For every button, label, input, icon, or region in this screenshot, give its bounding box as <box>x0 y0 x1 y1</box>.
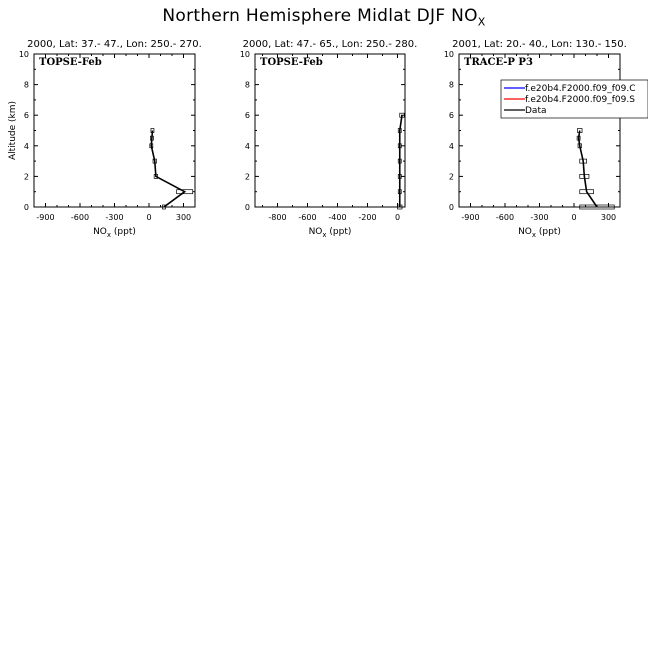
plot-frame <box>254 53 406 208</box>
legend-box <box>500 79 648 119</box>
plot-frame <box>458 53 621 208</box>
figure-title: Northern Hemisphere Midlat DJF NOX <box>162 6 486 29</box>
x-tick-label: -300 <box>105 213 123 222</box>
y-tick-label: 2 <box>449 172 454 181</box>
data-box <box>162 204 166 210</box>
panel-1: 2000, Lat: 37.- 47., Lon: 250.- 270. 0 2 4 6… <box>8 39 202 239</box>
data-box <box>579 204 615 210</box>
x-axis-label: NOx (ppt) <box>518 227 561 239</box>
y-tick-label: 0 <box>449 203 454 212</box>
data-box <box>577 128 583 133</box>
y-tick-label: 4 <box>245 142 250 151</box>
x-tick-label: -400 <box>328 213 346 222</box>
data-box <box>576 135 581 141</box>
campaign-label: TOPSE-Feb <box>260 57 323 68</box>
x-axis-label: NOx (ppt) <box>93 227 136 239</box>
legend-label: f.e20b4.F2000.f09_f09.C <box>525 84 636 94</box>
y-tick-label: 8 <box>24 81 29 90</box>
campaign-label: TRACE-P P3 <box>464 57 533 68</box>
panel-title: 2000, Lat: 47.- 65., Lon: 250.- 280. <box>243 39 418 50</box>
data-box <box>397 128 402 133</box>
data-box <box>397 204 403 210</box>
x-tick-label: -600 <box>298 213 316 222</box>
y-tick-label: 6 <box>24 111 29 120</box>
x-tick-label: -800 <box>268 213 286 222</box>
x-tick-label: 0 <box>146 213 151 222</box>
x-tick-label: -200 <box>358 213 376 222</box>
data-box <box>397 174 402 179</box>
y-tick-label: 10 <box>444 50 454 59</box>
y-axis-label: Altitude (km) <box>8 101 18 160</box>
panel-title: 2001, Lat: 20.- 40., Lon: 130.- 150. <box>452 39 627 50</box>
y-tick-label: 2 <box>24 172 29 181</box>
panel-2: 2000, Lat: 47.- 65., Lon: 250.- 280. 0 2 4 6… <box>240 39 418 239</box>
data-box <box>397 189 402 195</box>
y-tick-label: 6 <box>449 111 454 120</box>
y-tick-label: 0 <box>24 203 29 212</box>
y-tick-label: 0 <box>245 203 250 212</box>
data-box <box>149 143 154 149</box>
y-tick-label: 8 <box>449 81 454 90</box>
y-tick-label: 10 <box>240 50 250 59</box>
y-tick-label: 10 <box>19 50 29 59</box>
data-box <box>397 143 402 149</box>
x-tick-label: -300 <box>530 213 548 222</box>
data-box <box>150 135 154 141</box>
campaign-label: TOPSE-Feb <box>39 57 102 68</box>
data-line <box>577 130 598 208</box>
y-tick-label: 4 <box>449 142 454 151</box>
data-box <box>153 174 158 179</box>
x-tick-label: -600 <box>496 213 514 222</box>
data-box <box>577 143 582 149</box>
data-box <box>579 174 590 179</box>
panel-title: 2000, Lat: 37.- 47., Lon: 250.- 270. <box>27 39 202 50</box>
data-box <box>152 158 157 164</box>
data-line <box>398 115 403 207</box>
data-box <box>176 189 194 195</box>
data-box <box>579 158 588 164</box>
legend: f.e20b4.F2000.f09_f09.Cf.e20b4.F2000.f09… <box>500 79 648 119</box>
panel-3: 2001, Lat: 20.- 40., Lon: 130.- 150. 0 2 4 6… <box>444 39 648 239</box>
x-tick-label: 0 <box>395 213 400 222</box>
data-box <box>397 158 402 164</box>
data-box <box>579 189 594 195</box>
x-tick-label: -900 <box>36 213 54 222</box>
x-tick-label: -600 <box>71 213 89 222</box>
data-line <box>150 130 187 208</box>
legend-label: f.e20b4.F2000.f09_f09.S <box>525 95 635 105</box>
x-tick-label: 300 <box>176 213 191 222</box>
y-tick-label: 4 <box>24 142 29 151</box>
data-box <box>150 128 155 133</box>
x-tick-label: -900 <box>461 213 479 222</box>
legend-label: Data <box>525 106 547 116</box>
y-tick-label: 8 <box>245 81 250 90</box>
x-tick-label: 300 <box>601 213 616 222</box>
x-axis-label: NOx (ppt) <box>309 227 352 239</box>
x-tick-label: 0 <box>571 213 576 222</box>
data-box <box>399 112 405 118</box>
y-tick-label: 2 <box>245 172 250 181</box>
y-tick-label: 6 <box>245 111 250 120</box>
